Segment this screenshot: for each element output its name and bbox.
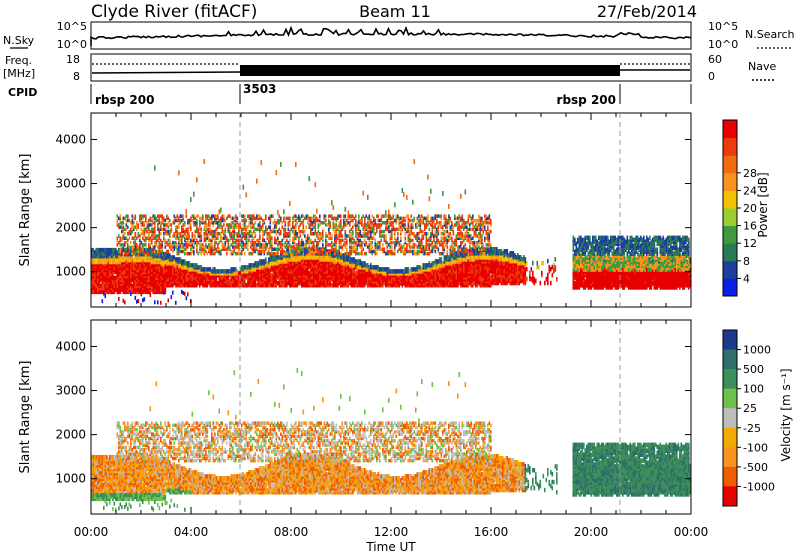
power-colorbar-tick-label: 20 — [743, 202, 757, 215]
power-colorbar-tick-label: 24 — [743, 184, 757, 197]
date-title: 27/Feb/2014 — [597, 2, 697, 21]
power-panel: Slant Range [km] 1000 2000 3000 4000 — [18, 112, 692, 308]
velocity-colorbar: 1000 500 100 25 -25 -100 -500 -1000 — [722, 329, 775, 507]
power-colorbar-swatch — [723, 172, 737, 191]
power-ytick-label: 1000 — [55, 265, 86, 279]
power-ytick-label: 2000 — [55, 221, 86, 235]
velocity-ylabel: Slant Range [km] — [18, 361, 33, 474]
nsky-left-tick-top: 10^5 — [57, 20, 87, 33]
velocity-colorbar-tick-label: -25 — [743, 422, 761, 435]
power-colorbar-tick-label: 8 — [743, 255, 750, 268]
freq-left-tick-bottom: 8 — [73, 70, 80, 83]
power-colorbar-swatch — [723, 260, 737, 279]
power-colorbar-tick-label: 28 — [743, 167, 757, 180]
freq-right-tick-bottom: 0 — [708, 70, 715, 83]
time-tick-label: 00:00 — [674, 525, 709, 539]
velocity-ytick-label: 1000 — [55, 472, 86, 486]
velocity-colorbar-label: Velocity [m s⁻¹] — [779, 368, 793, 461]
nsky-trace — [90, 25, 692, 46]
velocity-colorbar-tick-label: 1000 — [743, 344, 771, 357]
power-colorbar-label: Power [dB] — [756, 172, 770, 237]
velocity-colorbar-tick-label: -100 — [743, 441, 768, 454]
velocity-colorbar-swatch — [723, 330, 737, 351]
velocity-colorbar-swatch — [723, 466, 737, 487]
power-ylabel: Slant Range [km] — [18, 154, 33, 267]
power-colorbar-swatch — [723, 120, 737, 139]
power-colorbar-tick-label: 12 — [743, 237, 757, 250]
time-tick-label: 00:00 — [74, 525, 109, 539]
freq-label: Freq. — [5, 54, 32, 67]
freq-panel: Freq. [MHz] 18 8 60 0 Nave — [3, 53, 776, 83]
freq-dense-block — [240, 65, 620, 76]
power-data — [91, 159, 691, 305]
power-colorbar-swatch — [723, 190, 737, 209]
nsky-label: N.Sky — [3, 34, 35, 47]
velocity-colorbar-swatch — [723, 408, 737, 429]
power-colorbar-tick-label: 4 — [743, 272, 750, 285]
power-colorbar-tick-label: 16 — [743, 220, 757, 233]
cpid-row: CPID rbsp 200 3503 rbsp 200 — [8, 82, 692, 107]
power-colorbar-swatch — [723, 155, 737, 174]
velocity-ytick-label: 3000 — [55, 384, 86, 398]
cpid-label: CPID — [8, 86, 37, 99]
velocity-ytick-label: 2000 — [55, 428, 86, 442]
velocity-colorbar-swatch — [723, 388, 737, 409]
velocity-panel: Slant Range [km] 1000 2000 3000 4000 — [18, 319, 692, 515]
power-ytick-label: 4000 — [55, 132, 86, 146]
freq-left-tick-top: 18 — [66, 53, 80, 66]
velocity-colorbar-swatch — [723, 486, 737, 507]
beam-title: Beam 11 — [359, 2, 431, 21]
velocity-colorbar-tick-label: 25 — [743, 402, 757, 415]
time-axis-label: Time UT — [365, 540, 416, 554]
nsearch-label: N.Search — [745, 28, 795, 41]
velocity-colorbar-swatch — [723, 447, 737, 468]
velocity-data — [91, 367, 691, 512]
time-tick-label: 08:00 — [274, 525, 309, 539]
power-colorbar-swatch — [723, 243, 737, 262]
power-colorbar-swatch — [723, 137, 737, 156]
time-tick-label: 12:00 — [374, 525, 409, 539]
nsky-panel: N.Sky 10^5 10^0 10^5 10^0 N.Search — [3, 20, 795, 51]
velocity-ytick-label: 4000 — [55, 339, 86, 353]
velocity-colorbar-tick-label: 500 — [743, 363, 764, 376]
velocity-colorbar-swatch — [723, 369, 737, 390]
cpid-entry-1: rbsp 200 — [95, 93, 154, 107]
time-tick-label: 16:00 — [474, 525, 509, 539]
velocity-colorbar-tick-label: -1000 — [743, 480, 775, 493]
power-colorbar-swatch — [723, 278, 737, 297]
time-tick-label: 20:00 — [574, 525, 609, 539]
nave-label: Nave — [748, 60, 776, 73]
freq-unit-label: [MHz] — [3, 67, 35, 80]
freq-trace-left — [91, 71, 241, 74]
time-tick-label: 04:00 — [174, 525, 209, 539]
power-colorbar-swatch — [723, 225, 737, 244]
power-ytick-label: 3000 — [55, 177, 86, 191]
cpid-entry-2: 3503 — [243, 82, 276, 96]
nsky-left-tick-bottom: 10^0 — [57, 38, 87, 51]
nsky-right-tick-top: 10^5 — [708, 20, 738, 33]
velocity-colorbar-swatch — [723, 427, 737, 448]
nsky-right-tick-bottom: 10^0 — [708, 38, 738, 51]
velocity-colorbar-tick-label: -500 — [743, 461, 768, 474]
power-colorbar: 4 8 12 16 20 24 28 — [722, 119, 757, 297]
station-title: Clyde River (fitACF) — [91, 2, 257, 22]
cpid-entry-3: rbsp 200 — [557, 93, 616, 107]
power-colorbar-swatch — [723, 208, 737, 227]
velocity-colorbar-tick-label: 100 — [743, 383, 764, 396]
freq-right-tick-top: 60 — [708, 53, 722, 66]
velocity-colorbar-swatch — [723, 349, 737, 370]
